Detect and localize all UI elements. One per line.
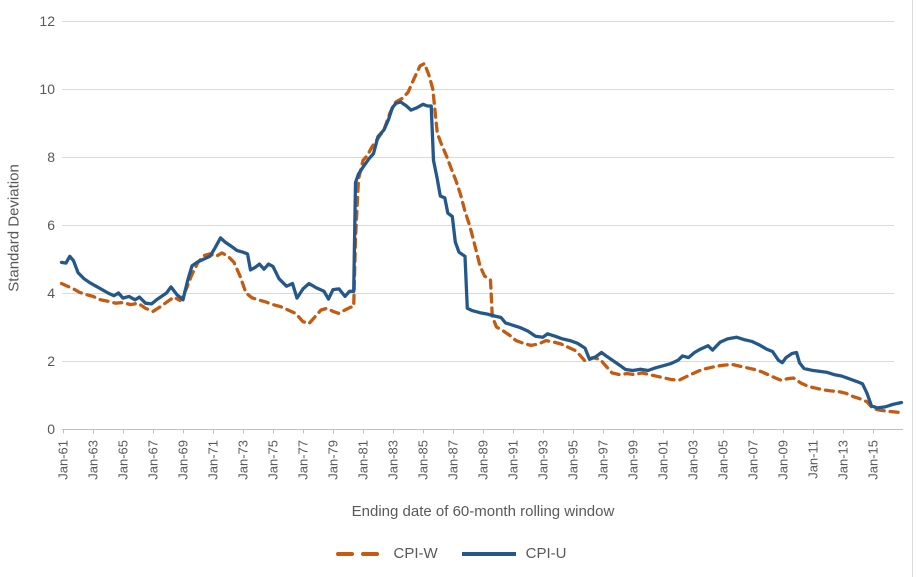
y-tick-label: 8 <box>47 149 55 165</box>
x-tick-label: Jan-97 <box>596 440 611 480</box>
x-tick-label: Jan-11 <box>806 440 821 479</box>
y-tick-label: 2 <box>47 353 55 369</box>
x-tick-label: Jan-73 <box>236 440 251 480</box>
x-tick-label: Jan-77 <box>296 440 311 480</box>
x-tick-label: Jan-81 <box>356 440 371 480</box>
cpi-u-series-line <box>59 100 904 410</box>
x-tick-label: Jan-13 <box>836 440 851 480</box>
x-tick-label: Jan-71 <box>206 440 221 480</box>
x-tick-label: Jan-69 <box>176 440 191 480</box>
y-tick-label: 6 <box>47 217 55 233</box>
y-tick-label: 12 <box>39 13 55 29</box>
x-tick-label: Jan-75 <box>266 440 281 480</box>
y-tick-label: 0 <box>47 421 55 437</box>
x-tick-label: Jan-63 <box>86 440 101 480</box>
x-tick-label: Jan-79 <box>326 440 341 480</box>
legend-item-cpi-u: CPI-U <box>460 545 567 562</box>
x-tick-label: Jan-07 <box>746 440 761 480</box>
x-tick-label: Jan-09 <box>776 440 791 480</box>
cpi-u-solid-swatch-icon <box>461 551 516 556</box>
x-tick-label: Jan-91 <box>506 440 521 480</box>
legend-item-cpi-w: CPI-W <box>335 545 438 562</box>
cpi-w-dashed-swatch-icon <box>336 551 386 556</box>
legend: CPI-W CPI-U <box>0 545 909 562</box>
x-tick-label: Jan-05 <box>716 440 731 480</box>
y-tick-label: 10 <box>39 81 55 97</box>
x-tick-label: Jan-93 <box>536 440 551 480</box>
x-tick-label: Jan-65 <box>116 440 131 480</box>
x-tick-label: Jan-61 <box>56 440 71 480</box>
x-tick-label: Jan-99 <box>626 440 641 480</box>
legend-label-cpi-u: CPI-U <box>525 545 567 562</box>
x-tick-label: Jan-15 <box>866 440 881 480</box>
x-tick-label: Jan-03 <box>686 440 701 480</box>
x-tick-label: Jan-87 <box>446 440 461 480</box>
x-tick-label: Jan-83 <box>386 440 401 480</box>
x-tick-label: Jan-67 <box>146 440 161 480</box>
x-tick-label: Jan-89 <box>476 440 491 480</box>
cpi-w-series-line <box>59 61 904 415</box>
x-tick-label: Jan-95 <box>566 440 581 480</box>
y-axis-title: Standard Deviation <box>5 164 23 292</box>
y-tick-label: 4 <box>47 285 55 301</box>
x-tick-label: Jan-85 <box>416 440 431 480</box>
legend-label-cpi-w: CPI-W <box>393 545 438 562</box>
x-axis-title: Ending date of 60-month rolling window <box>351 503 615 520</box>
x-tick-label: Jan-01 <box>656 440 671 480</box>
